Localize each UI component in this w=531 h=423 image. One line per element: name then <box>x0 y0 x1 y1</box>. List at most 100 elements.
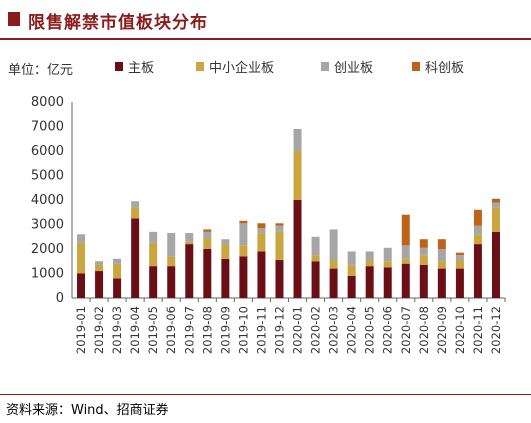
legend-swatch-4 <box>412 62 420 71</box>
bar-2019-11-series-2 <box>257 233 266 252</box>
bar-2020-05-series-1 <box>365 266 374 298</box>
bar-2020-12-series-2 <box>491 207 500 232</box>
bar-2019-11-series-4 <box>257 223 266 229</box>
bar-2019-09-series-1 <box>221 258 230 298</box>
bar-2019-08-series-3 <box>203 231 212 238</box>
bar-2020-07-series-1 <box>401 263 410 298</box>
bar-2019-04-series-1 <box>131 218 140 298</box>
y-tick-label: 4000 <box>31 193 64 208</box>
bar-2019-02-series-1 <box>95 271 104 298</box>
x-tick-label: 2019-05 <box>146 306 160 354</box>
bar-2020-02-series-1 <box>311 261 320 298</box>
bar-2019-09-series-3 <box>221 239 230 245</box>
x-tick-label: 2019-01 <box>74 306 88 354</box>
bar-2019-08-series-1 <box>203 249 212 298</box>
bar-2020-08-series-4 <box>419 239 428 248</box>
x-tick-label: 2020-09 <box>435 306 449 354</box>
bar-2019-10-series-1 <box>239 256 248 298</box>
source-note: 资料来源：Wind、招商证券 <box>6 403 169 418</box>
chart-title: 限售解禁市值板块分布 <box>28 13 208 33</box>
x-tick-label: 2020-06 <box>381 306 395 354</box>
y-tick-label: 2000 <box>31 242 64 257</box>
bar-2020-10-series-2 <box>455 260 464 269</box>
x-tick-label: 2019-06 <box>164 306 178 354</box>
y-tick-label: 3000 <box>31 218 64 233</box>
bar-2019-06-series-3 <box>167 233 176 257</box>
stacked-bar-chart: 单位：亿元 主板 中小企业板 创业板 科创板 0 1000 2000 3000 4000 5000 6… <box>8 60 506 354</box>
bar-2020-04-series-2 <box>347 264 356 276</box>
y-tick-label: 6000 <box>31 144 64 159</box>
x-tick-label: 2019-09 <box>218 306 232 354</box>
bar-2019-10-series-2 <box>239 245 248 257</box>
bar-2019-08-series-4 <box>203 229 212 232</box>
legend-label-2: 中小企业板 <box>209 60 274 76</box>
bar-2019-11-series-3 <box>257 228 266 234</box>
x-tick-label: 2020-03 <box>327 306 341 354</box>
x-tick-label: 2020-01 <box>291 306 305 354</box>
bar-2019-08-series-2 <box>203 237 212 249</box>
x-tick-label: 2019-12 <box>272 306 286 354</box>
bar-2019-12-series-1 <box>275 260 284 298</box>
x-tick-label: 2020-12 <box>489 306 503 354</box>
bar-2019-01-series-1 <box>77 273 86 298</box>
bar-2020-03-series-3 <box>329 229 338 261</box>
y-tick-label: 0 <box>56 291 64 306</box>
bar-2019-01-series-3 <box>77 234 86 243</box>
x-tick-label: 2019-02 <box>92 306 106 354</box>
x-tick-label: 2020-04 <box>345 306 359 354</box>
bar-2020-12-series-3 <box>491 202 500 208</box>
bar-2019-07-series-3 <box>185 233 194 242</box>
y-tick-label: 7000 <box>31 120 64 135</box>
bar-2019-03-series-1 <box>113 278 122 298</box>
bar-2019-03-series-2 <box>113 263 122 279</box>
bar-2019-09-series-2 <box>221 244 230 259</box>
title-marker <box>8 12 20 26</box>
y-tick-label: 5000 <box>31 169 64 184</box>
source-rule <box>0 394 531 395</box>
bar-2020-01-series-3 <box>293 128 302 151</box>
bar-2020-09-series-3 <box>437 249 446 262</box>
bar-2020-05-series-3 <box>365 251 374 261</box>
y-tick-label: 1000 <box>31 267 64 282</box>
bar-2020-02-series-2 <box>311 255 320 262</box>
bar-2020-05-series-2 <box>365 260 374 267</box>
bar-2019-05-series-2 <box>149 242 158 267</box>
x-tick-label: 2020-07 <box>399 306 413 354</box>
legend-swatch-1 <box>115 62 123 71</box>
bar-2020-09-series-2 <box>437 261 446 269</box>
bar-2020-04-series-3 <box>347 251 356 265</box>
legend-label-1: 主板 <box>128 61 154 76</box>
bar-2020-11-series-3 <box>473 225 482 235</box>
bar-2020-06-series-2 <box>383 261 392 268</box>
bar-2020-12-series-1 <box>491 231 500 298</box>
x-tick-label: 2019-07 <box>182 306 196 354</box>
bar-2020-03-series-2 <box>329 260 338 269</box>
bar-2020-06-series-3 <box>383 247 392 262</box>
x-tick-label: 2020-08 <box>417 306 431 354</box>
bar-2020-02-series-3 <box>311 236 320 256</box>
bar-2019-10-series-3 <box>239 223 248 246</box>
bar-2020-01-series-2 <box>293 151 302 200</box>
bar-2019-02-series-2 <box>95 264 104 272</box>
bar-2019-12-series-3 <box>275 225 284 232</box>
legend-swatch-3 <box>321 62 329 71</box>
bar-2020-08-series-3 <box>419 247 428 256</box>
unit-label: 单位：亿元 <box>8 63 73 78</box>
bar-2020-10-series-1 <box>455 268 464 298</box>
bar-2019-01-series-2 <box>77 242 86 274</box>
bar-2020-08-series-2 <box>419 255 428 265</box>
bar-2020-07-series-2 <box>401 258 410 264</box>
bar-2019-10-series-4 <box>239 220 248 224</box>
bar-2020-04-series-1 <box>347 275 356 298</box>
bar-2019-06-series-2 <box>167 256 176 267</box>
bar-2020-11-series-2 <box>473 234 482 245</box>
bar-2019-12-series-2 <box>275 231 284 261</box>
bar-2020-08-series-1 <box>419 264 428 298</box>
bar-2020-06-series-1 <box>383 267 392 298</box>
bar-2019-07-series-1 <box>185 244 194 298</box>
y-tick-label: 8000 <box>31 95 64 110</box>
bar-2020-09-series-1 <box>437 268 446 298</box>
bar-2019-06-series-1 <box>167 266 176 298</box>
bar-2019-03-series-3 <box>113 258 122 264</box>
legend-label-3: 创业板 <box>334 61 373 76</box>
